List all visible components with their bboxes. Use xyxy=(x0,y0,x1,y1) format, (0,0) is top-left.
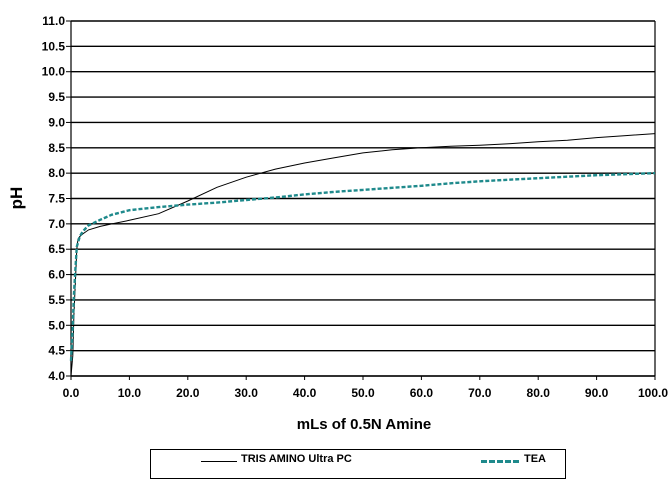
axes xyxy=(66,20,656,380)
legend-swatch-tris xyxy=(201,461,237,462)
y-tick-label-3: 5.5 xyxy=(48,293,65,307)
y-tick-labels: 4.0 4.5 5.0 5.5 6.0 6.5 7.0 7.5 8.0 8.5 9.0 9.5 10.0… xyxy=(42,14,66,383)
x-tick-label-0: 0.0 xyxy=(63,386,80,400)
y-tick-label-10: 9.0 xyxy=(48,115,65,129)
y-tick-label-12: 10.0 xyxy=(42,65,66,79)
y-tick-label-7: 7.5 xyxy=(48,192,65,206)
legend-label-tris: TRIS AMINO Ultra PC xyxy=(241,453,352,465)
y-tick-label-0: 4.0 xyxy=(48,369,65,383)
x-tick-label-10: 100.0 xyxy=(638,386,668,400)
x-tick-label-9: 90.0 xyxy=(585,386,609,400)
legend: TRIS AMINO Ultra PC TEA xyxy=(150,449,566,479)
x-tick-label-6: 60.0 xyxy=(410,386,434,400)
x-tick-label-1: 10.0 xyxy=(118,386,142,400)
y-tick-label-2: 5.0 xyxy=(48,318,65,332)
y-tick-label-6: 7.0 xyxy=(48,217,65,231)
series-line-1 xyxy=(69,171,656,361)
y-tick-label-11: 9.5 xyxy=(48,90,65,104)
x-tick-label-7: 70.0 xyxy=(468,386,492,400)
x-tick-label-3: 30.0 xyxy=(235,386,259,400)
y-tick-label-13: 10.5 xyxy=(42,39,66,53)
x-tick-label-8: 80.0 xyxy=(527,386,551,400)
y-tick-label-8: 8.0 xyxy=(48,166,65,180)
series-line-0 xyxy=(70,133,656,377)
series-lines xyxy=(69,133,656,377)
gridlines xyxy=(71,20,655,377)
y-tick-label-4: 6.0 xyxy=(48,268,65,282)
y-tick-label-9: 8.5 xyxy=(48,141,65,155)
x-tick-label-2: 20.0 xyxy=(176,386,200,400)
x-tick-labels: 0.0 10.0 20.0 30.0 40.0 50.0 60.0 70.0 80.0 90.0 1… xyxy=(63,386,668,400)
x-axis-title: mLs of 0.5N Amine xyxy=(297,416,431,433)
x-tick-label-4: 40.0 xyxy=(293,386,317,400)
chart-canvas: 4.0 4.5 5.0 5.5 6.0 6.5 7.0 7.5 8.0 8.5 9.0 9.5 10.0… xyxy=(7,14,668,433)
legend-swatch-tea xyxy=(481,460,519,463)
x-tick-label-5: 50.0 xyxy=(351,386,375,400)
y-axis-title: pH xyxy=(7,187,26,210)
legend-label-tea: TEA xyxy=(524,453,546,465)
y-tick-label-5: 6.5 xyxy=(48,242,65,256)
y-tick-label-1: 4.5 xyxy=(48,344,65,358)
y-tick-label-14: 11.0 xyxy=(42,14,65,28)
